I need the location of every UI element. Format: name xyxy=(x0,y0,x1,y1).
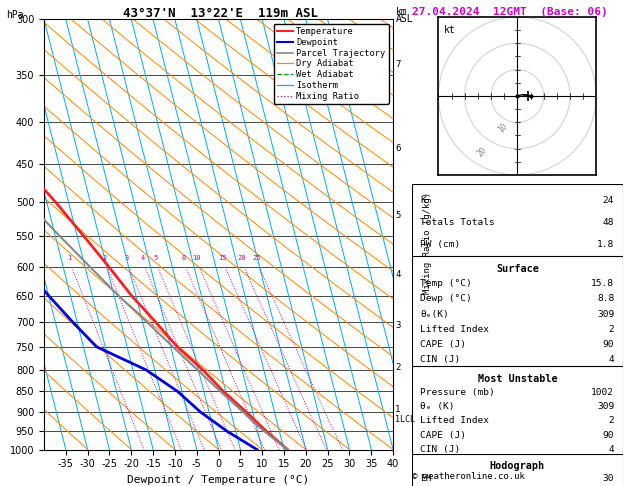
Text: Surface: Surface xyxy=(496,264,539,275)
Text: 6: 6 xyxy=(395,143,401,153)
Text: 1: 1 xyxy=(67,255,72,261)
Text: 43°37'N  13°22'E  119m ASL: 43°37'N 13°22'E 119m ASL xyxy=(123,7,318,20)
Text: 309: 309 xyxy=(597,402,615,411)
Text: 7: 7 xyxy=(395,60,401,69)
Text: kt: kt xyxy=(443,25,455,35)
Text: 90: 90 xyxy=(603,340,615,348)
Text: © weatheronline.co.uk: © weatheronline.co.uk xyxy=(412,472,525,481)
Text: 27.04.2024  12GMT  (Base: 06): 27.04.2024 12GMT (Base: 06) xyxy=(412,7,608,17)
Text: 4: 4 xyxy=(140,255,145,261)
Text: 24: 24 xyxy=(603,196,615,205)
Text: Lifted Index: Lifted Index xyxy=(420,325,489,333)
Text: Dewp (°C): Dewp (°C) xyxy=(420,295,472,303)
Text: Temp (°C): Temp (°C) xyxy=(420,279,472,289)
Text: 1.8: 1.8 xyxy=(597,240,615,249)
Text: 2: 2 xyxy=(608,325,615,333)
Text: 2: 2 xyxy=(395,363,401,372)
Text: θₑ (K): θₑ (K) xyxy=(420,402,455,411)
Text: CIN (J): CIN (J) xyxy=(420,445,460,454)
Text: 4: 4 xyxy=(608,445,615,454)
Text: 15: 15 xyxy=(218,255,227,261)
Text: 90: 90 xyxy=(603,431,615,439)
Text: 10: 10 xyxy=(192,255,201,261)
Text: Hodograph: Hodograph xyxy=(490,462,545,471)
Text: 5: 5 xyxy=(395,211,401,221)
Text: km: km xyxy=(396,7,408,17)
Text: 1002: 1002 xyxy=(591,388,615,397)
Text: 15.8: 15.8 xyxy=(591,279,615,289)
Text: 2: 2 xyxy=(608,417,615,425)
Text: 30: 30 xyxy=(603,474,615,483)
Text: Lifted Index: Lifted Index xyxy=(420,417,489,425)
Text: 2: 2 xyxy=(103,255,107,261)
Text: 48: 48 xyxy=(603,218,615,227)
Text: 4: 4 xyxy=(395,270,401,278)
Text: 1: 1 xyxy=(395,405,401,415)
X-axis label: Dewpoint / Temperature (°C): Dewpoint / Temperature (°C) xyxy=(128,475,309,485)
Text: ASL: ASL xyxy=(396,14,414,24)
Text: 3: 3 xyxy=(395,321,401,330)
Text: 20: 20 xyxy=(237,255,246,261)
Text: CAPE (J): CAPE (J) xyxy=(420,340,467,348)
Text: 20: 20 xyxy=(476,146,488,158)
Text: 1LCL: 1LCL xyxy=(395,415,415,424)
Text: 5: 5 xyxy=(153,255,157,261)
Text: Pressure (mb): Pressure (mb) xyxy=(420,388,495,397)
Text: hPa: hPa xyxy=(6,10,24,20)
Text: EH: EH xyxy=(420,474,432,483)
Text: CAPE (J): CAPE (J) xyxy=(420,431,467,439)
Text: Totals Totals: Totals Totals xyxy=(420,218,495,227)
Text: θₑ(K): θₑ(K) xyxy=(420,310,449,318)
Text: 8.8: 8.8 xyxy=(597,295,615,303)
Text: 309: 309 xyxy=(597,310,615,318)
Text: 10: 10 xyxy=(496,122,509,135)
Text: 8: 8 xyxy=(181,255,186,261)
Text: Most Unstable: Most Unstable xyxy=(477,374,557,384)
Text: CIN (J): CIN (J) xyxy=(420,355,460,364)
Text: 3: 3 xyxy=(125,255,128,261)
Text: 25: 25 xyxy=(252,255,260,261)
Text: 4: 4 xyxy=(608,355,615,364)
Text: PW (cm): PW (cm) xyxy=(420,240,460,249)
Text: Mixing Ratio (g/kg): Mixing Ratio (g/kg) xyxy=(423,192,432,294)
Legend: Temperature, Dewpoint, Parcel Trajectory, Dry Adiabat, Wet Adiabat, Isotherm, Mi: Temperature, Dewpoint, Parcel Trajectory… xyxy=(274,24,389,104)
Text: K: K xyxy=(420,196,426,205)
